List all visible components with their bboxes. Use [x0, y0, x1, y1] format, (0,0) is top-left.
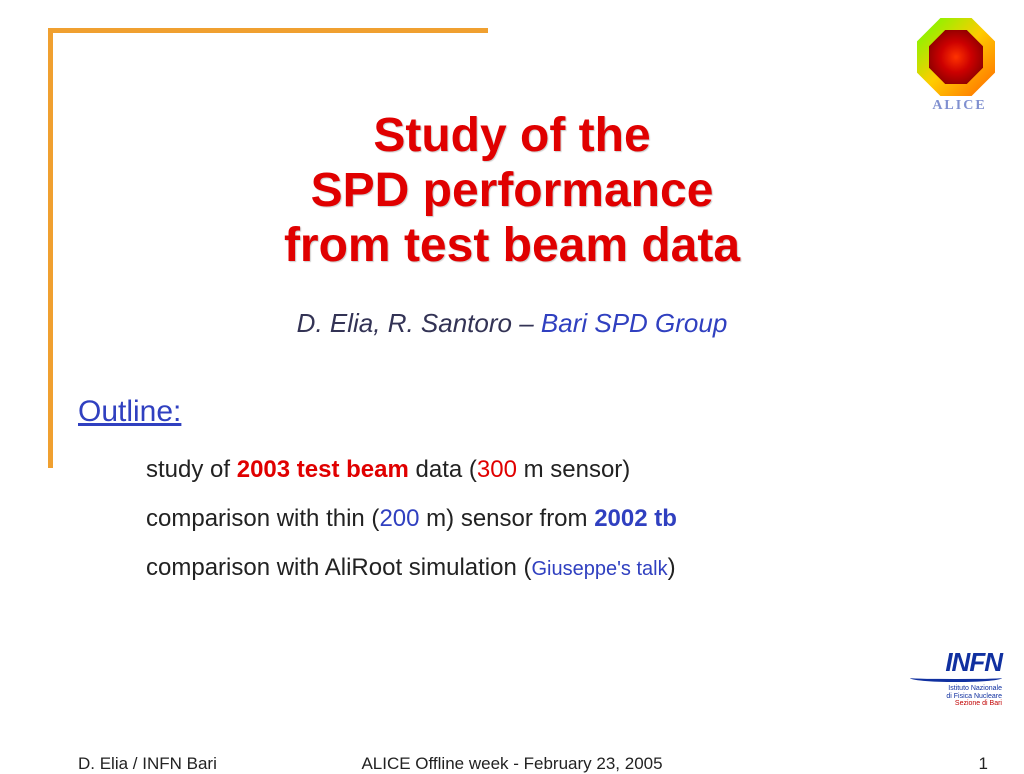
author-names: D. Elia, R. Santoro – [297, 308, 541, 338]
outline-item: study of 2003 test beam data (300 m sens… [110, 445, 677, 494]
footer-event: ALICE Offline week - February 23, 2005 [0, 754, 1024, 774]
outline-item-text: comparison with thin (200 m) sensor from… [146, 494, 677, 543]
infn-subtitle: Istituto Nazionale di Fisica Nucleare Se… [910, 685, 1002, 708]
title-line-1: Study of the [373, 109, 650, 162]
author-group: Bari SPD Group [541, 308, 727, 338]
alice-logo-octagon [917, 18, 995, 96]
slide-title: Study of the SPD performance from test b… [0, 108, 1024, 274]
title-line-2: SPD performance [311, 164, 714, 217]
frame-border-top [48, 28, 488, 33]
outline-item: comparison with AliRoot simulation (Gius… [110, 543, 677, 592]
outline-item-text: comparison with AliRoot simulation (Gius… [146, 543, 676, 592]
alice-logo-inner [929, 30, 983, 84]
outline-item: comparison with thin (200 m) sensor from… [110, 494, 677, 543]
alice-logo: ALICE [917, 18, 1002, 113]
title-line-3: from test beam data [284, 219, 740, 272]
outline-list: study of 2003 test beam data (300 m sens… [110, 445, 677, 593]
authors-line: D. Elia, R. Santoro – Bari SPD Group [0, 308, 1024, 339]
infn-logo: INFN Istituto Nazionale di Fisica Nuclea… [910, 647, 1002, 708]
outline-heading: Outline: [78, 395, 181, 429]
outline-item-text: study of 2003 test beam data (300 m sens… [146, 445, 630, 494]
footer-page-number: 1 [979, 754, 988, 774]
